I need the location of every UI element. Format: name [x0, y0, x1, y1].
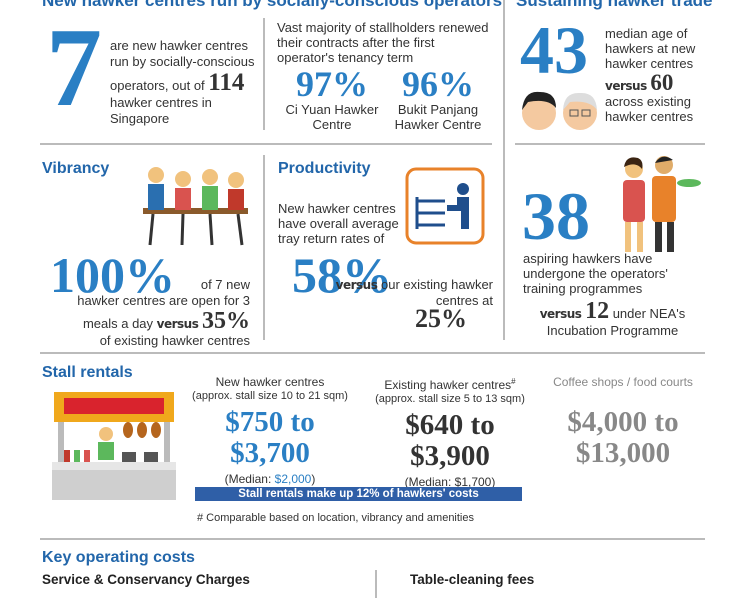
median-label: (Median: — [404, 475, 455, 489]
big-number: 7 — [46, 6, 102, 130]
text: aspiring hawkers have undergone the oper… — [523, 251, 668, 296]
section-title: Stall rentals — [42, 364, 133, 381]
cost-item: Table-cleaning fees — [410, 572, 535, 587]
column-title: Coffee shops / food courts — [553, 375, 693, 389]
rent-range: $3,700 — [230, 437, 310, 469]
rental-column: New hawker centres (approx. stall size 1… — [180, 375, 360, 486]
section-title: Productivity — [278, 160, 371, 177]
number: 114 — [208, 69, 245, 96]
cost-item: Service & Conservancy Charges — [42, 572, 250, 587]
tray-return-icon — [405, 167, 485, 245]
percentage: 97% — [296, 64, 368, 104]
centre-name: Bukit Panjang Hawker Centre — [394, 102, 482, 132]
median: (Median: $1,700) — [360, 475, 540, 489]
number: 12 — [585, 298, 610, 324]
divider — [40, 352, 705, 354]
text: versus our existing hawker centres at — [300, 277, 493, 308]
faces-illustration — [522, 91, 597, 130]
divider — [503, 0, 505, 340]
number: 35% — [202, 308, 250, 334]
median-label: (Median: — [224, 472, 275, 486]
number: 25% — [415, 304, 467, 333]
big-number: 43 — [520, 12, 588, 88]
number: 60 — [650, 70, 674, 95]
big-number: 58% — [292, 247, 392, 303]
versus: versus — [335, 278, 378, 292]
big-number: 100% — [50, 247, 175, 303]
divider — [263, 18, 265, 130]
median-value: $1,700 — [454, 475, 492, 489]
rent-range: $4,000 to — [567, 406, 679, 438]
column-title: New hawker centres — [215, 375, 325, 389]
rent-range: $13,000 — [575, 437, 671, 469]
section-heading: New hawker centres run by socially-consc… — [42, 0, 503, 10]
column-title: Existing hawker centres — [384, 378, 512, 392]
section-heading: Sustaining hawker trade — [516, 0, 713, 10]
stall-illustration — [52, 392, 176, 500]
versus: versus — [156, 317, 199, 331]
banner: Stall rentals make up 12% of hawkers' co… — [195, 487, 522, 501]
text: are new hawker centres run by socially-c… — [110, 38, 260, 127]
rent-range: $750 to — [225, 406, 315, 438]
text: our existing hawker centres at — [381, 277, 493, 308]
text: median age of hawkers at new hawker cent… — [605, 26, 696, 71]
text: New hawker centres have overall average … — [278, 201, 399, 246]
text: of 7 new — [200, 277, 250, 292]
divider — [40, 538, 705, 540]
text: across existing hawker centres — [605, 94, 694, 124]
median-label: ) — [491, 475, 496, 489]
divider — [515, 143, 705, 145]
text: median age of hawkers at new hawker cent… — [605, 26, 720, 124]
text: under NEA's Incubation Programme — [546, 306, 686, 338]
rent-range: $640 to — [405, 409, 495, 441]
big-number: 38 — [522, 178, 590, 254]
column-title: Existing hawker centres# — [360, 375, 540, 392]
rental-column: Existing hawker centres# (approx. stall … — [360, 375, 540, 489]
diners-illustration — [143, 167, 248, 246]
text: of 7 new hawker centres are open for 3 m… — [40, 277, 250, 349]
text: are new hawker centres run by socially-c… — [110, 38, 255, 93]
hawkers-illustration — [623, 156, 701, 252]
rental-column: Coffee shops / food courts $4,000 to $13… — [533, 375, 713, 469]
text: hawker centres are open for 3 meals a da… — [77, 293, 250, 331]
median-value: $2,000 — [274, 472, 312, 486]
section-title: Vibrancy — [42, 160, 110, 177]
median: (Median: $2,000) — [180, 472, 360, 486]
text: versus 12 under NEA's Incubation Program… — [515, 299, 710, 338]
stall-size: (approx. stall size 10 to 21 sqm) — [192, 390, 348, 402]
rent-range: $3,900 — [410, 440, 490, 472]
section-title: Key operating costs — [42, 549, 195, 566]
footnote: # Comparable based on location, vibrancy… — [197, 512, 474, 524]
stall-size: (approx. stall size 5 to 13 sqm) — [375, 393, 525, 405]
centre-name: Ci Yuan Hawker Centre — [285, 102, 379, 132]
text: Vast majority of stallholders renewed th… — [277, 20, 489, 65]
divider — [263, 155, 265, 340]
versus: versus — [539, 307, 582, 321]
text: hawker centres in Singapore — [110, 95, 212, 126]
divider — [375, 570, 377, 598]
versus: versus — [605, 79, 647, 93]
median-label: ) — [311, 472, 316, 486]
percentage: 96% — [402, 64, 474, 104]
note-mark: # — [511, 377, 516, 386]
divider — [40, 143, 492, 145]
text: of existing hawker centres — [99, 333, 250, 348]
